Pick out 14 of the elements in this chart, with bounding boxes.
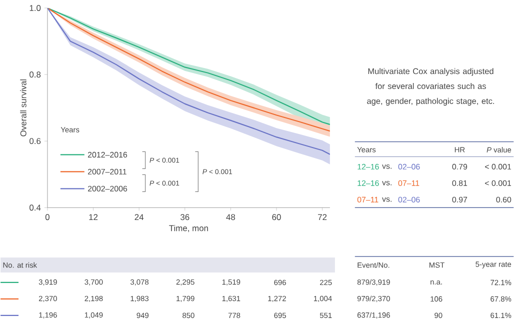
x-tick-label: 60 — [272, 214, 281, 220]
x-tick-label: 36 — [180, 214, 190, 220]
x-tick-label: 24 — [134, 214, 144, 220]
y-tick-label: 0.4 — [30, 204, 41, 210]
y-tick-label: 1.0 — [30, 4, 41, 11]
y-tick-label: 0.8 — [30, 71, 41, 78]
x-tick-label: 0 — [45, 214, 50, 220]
x-axis-title: Time, mon — [169, 224, 208, 232]
y-tick-label: 0.6 — [30, 138, 41, 144]
x-tick-label: 72 — [318, 214, 327, 220]
x-tick-label: 48 — [226, 214, 236, 220]
y-axis-title: Overall survival — [20, 79, 26, 136]
text: Multivariate Cox analysis adjusted for several covariates such as age, gender, pathologic stage, etc. — [367, 68, 494, 106]
x-tick-label: 12 — [89, 214, 98, 220]
